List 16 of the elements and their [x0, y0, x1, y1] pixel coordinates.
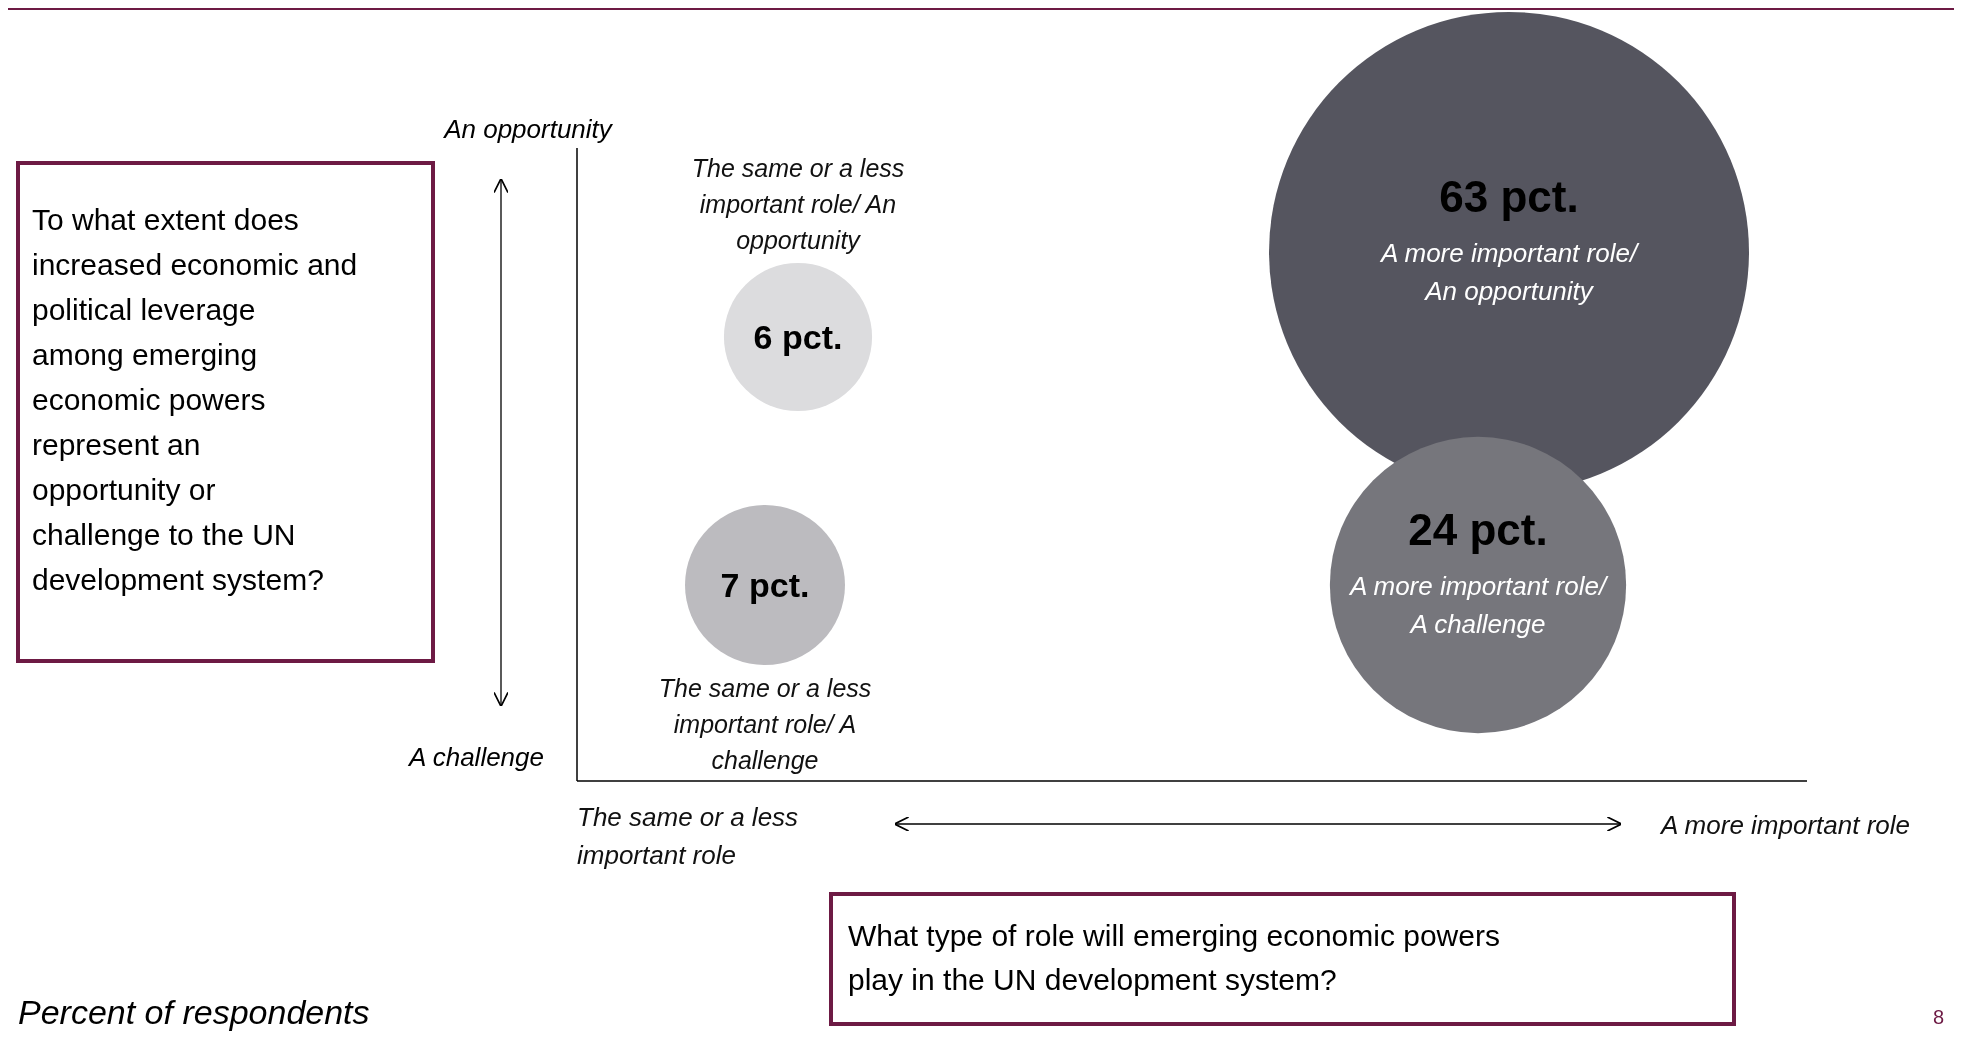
- category-label: The same or a less important role/ An opportunity: [691, 153, 905, 254]
- data-label: 6 pct.: [753, 318, 843, 356]
- text: To what extent does increased economic and political leverage among emerging economic powers represent an opportunity or challenge to the UN development system?: [32, 203, 358, 596]
- text: An opportunity: [442, 114, 614, 144]
- text: A more important role: [1659, 810, 1911, 840]
- data-label: 7 pct.: [720, 566, 810, 604]
- data-label: 24 pct.: [1408, 505, 1548, 554]
- data-label: 63 pct.: [1439, 172, 1579, 221]
- text: The same or a less important role: [577, 802, 799, 870]
- text: What type of role will emerging economic powers play in the UN development system?: [848, 919, 1500, 996]
- text: Percent of respondents: [18, 993, 370, 1031]
- text: 8: [1932, 1006, 1944, 1028]
- category-label: A more important role/ A challenge: [1347, 571, 1609, 639]
- category-label: A more important role/ An opportunity: [1378, 238, 1640, 306]
- category-label: The same or a less important role/ A challenge: [658, 674, 872, 774]
- text: A challenge: [407, 742, 544, 772]
